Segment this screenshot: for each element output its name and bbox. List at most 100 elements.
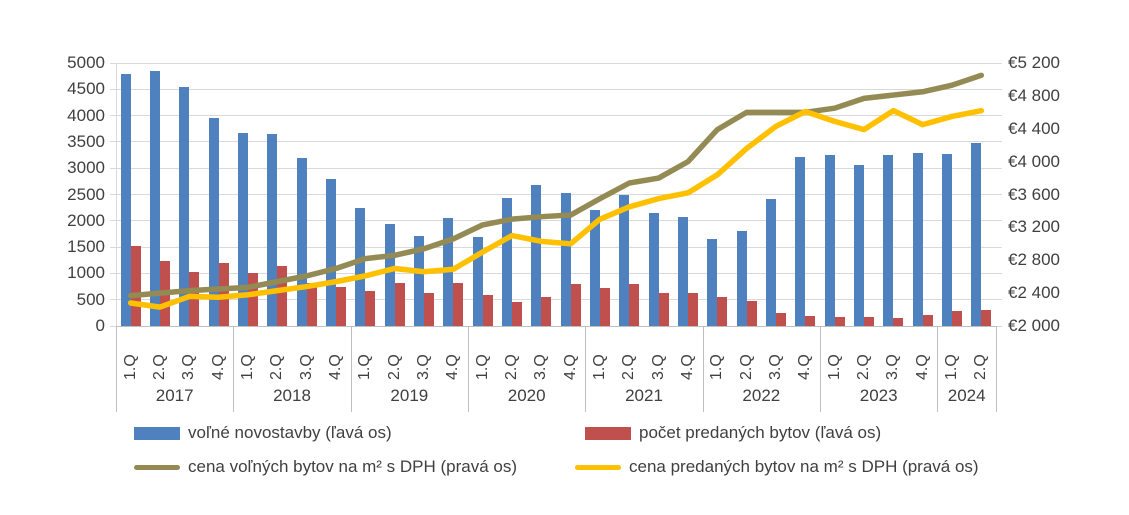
x-axis-quarter-label: 2.Q [855,354,872,380]
y-axis-left-tick: 3000 [67,158,105,178]
bar-volne-novostavby [179,86,190,326]
bar-volne-novostavby [150,70,160,326]
line-cena-predanych-bytov [127,107,985,310]
gridline [110,88,1002,90]
bar-pocet-predanych-bytov [952,311,962,326]
gridline [110,141,1002,143]
gridline [110,62,1002,64]
x-axis-quarter-label: 2.Q [385,354,403,380]
bar-volne-novostavby [854,165,864,326]
y-axis-right-tick: €3 600 [1008,184,1060,204]
x-axis-quarter-label: 4.Q [444,354,462,380]
y-axis-left-tick: 0 [95,316,105,335]
x-axis-quarter-label: 1.Q [473,354,491,380]
x-axis-separator [820,326,821,412]
x-axis-quarter-label: 1.Q [121,354,139,380]
bar-volne-novostavby [942,153,952,326]
gridline [110,299,1002,301]
bar-volne-novostavby [824,154,835,326]
bar-pocet-predanych-bytov [336,287,346,326]
x-axis-separator [116,326,117,412]
x-axis-quarter-label: 2.Q [503,354,520,380]
x-axis-separator [996,326,997,412]
bar-volne-novostavby [590,210,600,326]
legend-swatch-red-bar [585,426,631,440]
bar-volne-novostavby [326,179,336,326]
legend-swatch-olive-line [134,464,180,470]
bar-volne-novostavby [296,157,307,326]
bar-pocet-predanych-bytov [776,313,786,326]
y-axis-right-tick: €2 400 [1008,283,1060,303]
x-axis-quarter-label: 2.Q [620,354,638,380]
bar-volne-novostavby [707,239,718,326]
bar-pocet-predanych-bytov [805,316,816,326]
bar-volne-novostavby [619,194,630,326]
legend-label: počet predaných bytov (ľavá os) [639,423,882,442]
bar-pocet-predanych-bytov [130,245,141,326]
x-axis-quarter-label: 1.Q [356,354,374,380]
x-axis-year-label: 2019 [390,386,429,405]
x-axis-quarter-label: 1.Q [591,354,608,380]
bar-pocet-predanych-bytov [981,310,992,326]
y-axis-left-tick: 5000 [67,53,105,72]
x-axis-quarter-label: 4.Q [561,354,579,380]
bar-volne-novostavby [238,133,248,326]
x-axis-separator [468,326,469,412]
x-axis-quarter-label: 1.Q [943,354,960,380]
bar-pocet-predanych-bytov [482,295,493,326]
legend-label: voľné novostavby (ľavá os) [188,423,392,442]
y-axis-left-tick: 4000 [67,105,105,125]
x-axis-year-label: 2022 [742,386,781,405]
y-axis-left-tick: 1000 [67,263,105,283]
legend-item-cena-predanych: cena predaných bytov na m² s DPH (pravá … [575,457,979,477]
bar-pocet-predanych-bytov [688,293,698,326]
bar-volne-novostavby [766,199,776,326]
bar-volne-novostavby [208,118,219,326]
bar-pocet-predanych-bytov [306,283,317,326]
x-axis-quarter-label: 1.Q [708,354,726,380]
bar-pocet-predanych-bytov [512,302,522,326]
bar-volne-novostavby [736,230,747,326]
x-axis-quarter-label: 3.Q [884,354,902,380]
x-axis-quarter-label: 4.Q [796,354,814,380]
bar-pocet-predanych-bytov [365,290,376,326]
gridline [110,115,1002,117]
bar-volne-novostavby [120,73,131,326]
x-axis-quarter-label: 4.Q [679,354,696,380]
x-axis-quarter-label: 4.Q [913,354,931,380]
x-axis-line [116,326,996,327]
bar-pocet-predanych-bytov [658,292,669,326]
x-axis-quarter-label: 3.Q [297,354,315,380]
plot-border-left [116,63,117,326]
x-axis-quarter-label: 2.Q [268,354,286,380]
bar-volne-novostavby [384,224,395,326]
bar-pocet-predanych-bytov [629,283,640,326]
gridline [110,246,1002,248]
x-axis-year-label: 2018 [273,386,311,405]
x-axis-quarter-label: 3.Q [180,354,198,380]
x-axis-quarter-label: 3.Q [649,354,667,380]
x-axis-year-label: 2024 [947,386,986,405]
legend-label: cena predaných bytov na m² s DPH (pravá … [629,457,979,476]
bar-volne-novostavby [648,212,659,326]
bar-volne-novostavby [531,185,542,326]
bar-pocet-predanych-bytov [834,317,845,326]
bar-volne-novostavby [678,216,688,326]
x-axis-separator [233,326,235,412]
legend-item-pocet-predanych: počet predaných bytov (ľavá os) [585,423,881,443]
x-axis-quarter-label: 1.Q [239,354,256,380]
bar-pocet-predanych-bytov [453,282,464,326]
bar-volne-novostavby [267,134,278,326]
y-axis-right-tick: €3 200 [1008,217,1060,237]
y-axis-left-tick: 4500 [67,79,105,99]
gridline [110,167,1002,169]
y-axis-left-tick: 2000 [67,210,105,230]
legend-swatch-blue-bar [134,426,180,440]
x-axis-separator [937,326,939,412]
bar-volne-novostavby [883,154,894,326]
x-axis-quarter-label: 2.Q [151,354,168,380]
x-axis-quarter-label: 3.Q [415,354,432,380]
bar-volne-novostavby [414,235,424,326]
